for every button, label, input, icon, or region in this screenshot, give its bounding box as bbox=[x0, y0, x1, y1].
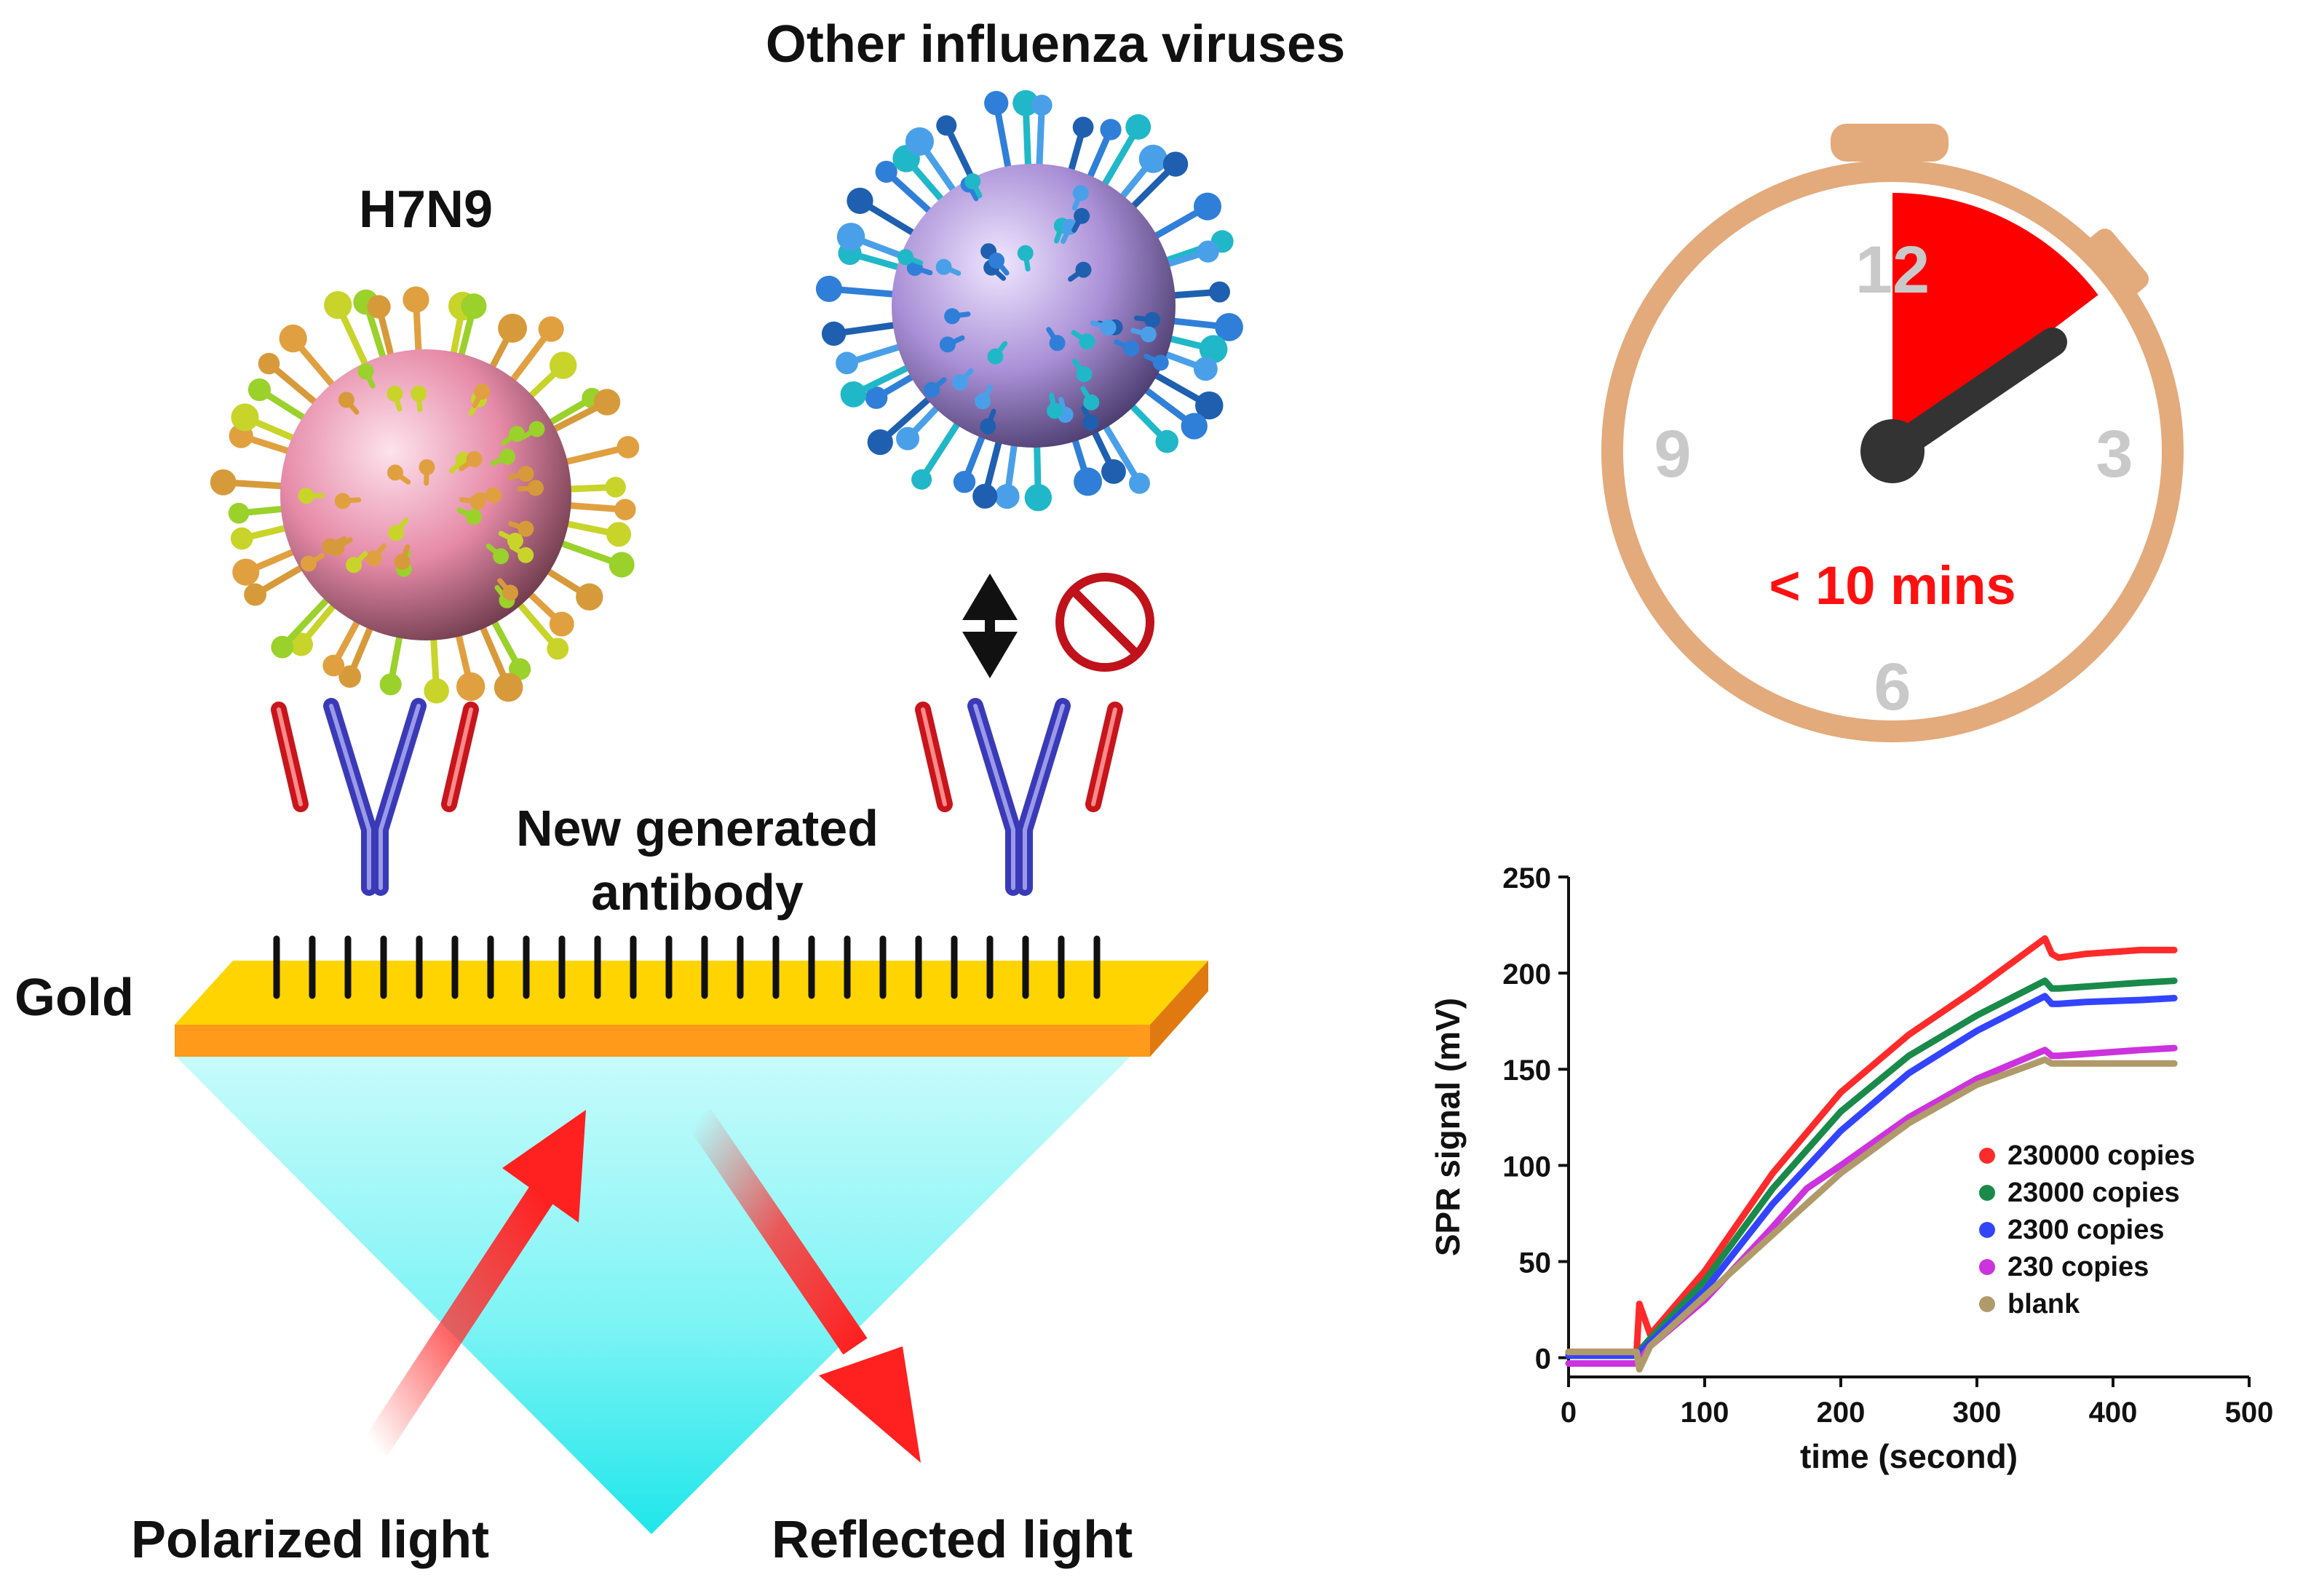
chart-x-tick-label: 300 bbox=[1953, 1397, 2002, 1429]
virus-surface-spikes bbox=[298, 363, 545, 608]
chart-legend-marker bbox=[1979, 1259, 1995, 1275]
chart-legend-label: 230000 copies bbox=[2007, 1140, 2195, 1171]
antibody-heavy-chain bbox=[967, 698, 1071, 896]
reflected-light-label: Reflected light bbox=[772, 1511, 1133, 1569]
other-viruses-label: Other influenza viruses bbox=[766, 15, 1345, 74]
chart-y-tick-label: 250 bbox=[1502, 862, 1551, 894]
spr-schematic: Gold New generated antibody Polarized li… bbox=[15, 800, 1208, 1569]
incident-light-arrow bbox=[362, 1110, 586, 1456]
chart-y-tick-label: 100 bbox=[1502, 1151, 1551, 1183]
chart-y-tick-label: 200 bbox=[1502, 958, 1551, 990]
antibody-label-line1: New generated bbox=[516, 800, 879, 857]
chart-legend-marker bbox=[1979, 1185, 1995, 1201]
prohibited-icon bbox=[1055, 573, 1154, 672]
stopwatch-hub bbox=[1860, 419, 1925, 483]
chart-legend-label: 2300 copies bbox=[2007, 1215, 2164, 1245]
chart-legend-label: blank bbox=[2007, 1289, 2080, 1319]
chart-legend-label: 23000 copies bbox=[2007, 1178, 2180, 1208]
dial-number-6: 6 bbox=[1874, 650, 1911, 724]
stopwatch-hand bbox=[1878, 327, 2067, 466]
dial-number-9: 9 bbox=[1654, 417, 1691, 491]
reflected-light-arrow bbox=[686, 1108, 921, 1463]
dial-number-12: 12 bbox=[1855, 233, 1930, 307]
linker-molecules bbox=[273, 935, 1101, 999]
chart-y-axis-label: SPR signal (mV) bbox=[1429, 998, 1467, 1256]
antibody-light-chain bbox=[915, 702, 1123, 812]
chart-legend-marker bbox=[1979, 1148, 1995, 1164]
double-arrow-icon bbox=[962, 573, 1018, 678]
chart-x-axis-label: time (second) bbox=[1800, 1437, 2018, 1475]
chart-y-tick-label: 50 bbox=[1519, 1247, 1552, 1279]
h7n9-virus-icon bbox=[210, 286, 640, 704]
chart-x-tick-label: 200 bbox=[1817, 1397, 1866, 1429]
chart-series-line bbox=[1565, 1056, 2178, 1373]
spr-chart: 0 50 100 150 200 250 0 100 200 300 400 500 230000 c… bbox=[1429, 862, 2273, 1475]
chart-legend-marker bbox=[1979, 1222, 1995, 1238]
virus-spikes bbox=[815, 90, 1243, 512]
gold-film-edge bbox=[175, 1025, 1150, 1057]
chart-y-tick-label: 0 bbox=[1535, 1343, 1551, 1375]
virus-core bbox=[892, 164, 1176, 448]
gold-film-top bbox=[175, 961, 1208, 1025]
chart-x-tick-label: 400 bbox=[2089, 1397, 2138, 1429]
gold-film-side bbox=[1150, 961, 1208, 1057]
chart-legend: 230000 copies 23000 copies 2300 copies 230 … bbox=[1979, 1140, 2195, 1319]
h7n9-virus-group: H7N9 bbox=[210, 180, 640, 704]
h7n9-label: H7N9 bbox=[359, 180, 493, 239]
virus-surface-spikes bbox=[897, 173, 1169, 434]
stopwatch-icon: 12 3 6 9 < 10 mins bbox=[1601, 124, 2184, 742]
antibody-right bbox=[915, 698, 1123, 896]
dial-number-3: 3 bbox=[2096, 417, 2133, 491]
chart-x-tick-label: 100 bbox=[1681, 1397, 1729, 1429]
chart-series bbox=[1565, 935, 2178, 1373]
antibody-light-chain bbox=[271, 702, 479, 812]
duration-text: < 10 mins bbox=[1769, 555, 2015, 616]
chart-series-line bbox=[1565, 935, 2178, 1356]
stopwatch-crown bbox=[1831, 124, 1949, 162]
virus-spikes bbox=[210, 286, 640, 704]
gold-label: Gold bbox=[15, 969, 134, 1027]
elapsed-sector bbox=[1892, 193, 2098, 451]
prism bbox=[175, 1055, 1132, 1534]
chart-series-line bbox=[1565, 993, 2178, 1359]
chart-axes: 0 50 100 150 200 250 0 100 200 300 400 500 bbox=[1502, 862, 2273, 1429]
chart-x-tick-label: 500 bbox=[2225, 1397, 2274, 1429]
chart-legend-label: 230 copies bbox=[2007, 1252, 2149, 1282]
chart-series-line bbox=[1565, 977, 2178, 1357]
antibody-heavy-chain bbox=[323, 698, 427, 896]
polarized-light-label: Polarized light bbox=[131, 1511, 489, 1569]
other-virus-group: Other influenza viruses bbox=[766, 15, 1345, 512]
chart-legend-marker bbox=[1979, 1296, 1995, 1312]
chart-y-tick-label: 150 bbox=[1502, 1055, 1551, 1087]
chart-x-tick-label: 0 bbox=[1561, 1397, 1577, 1429]
antibody-label-line2: antibody bbox=[591, 864, 804, 921]
antibody-left bbox=[271, 698, 479, 896]
other-virus-icon bbox=[815, 90, 1243, 512]
